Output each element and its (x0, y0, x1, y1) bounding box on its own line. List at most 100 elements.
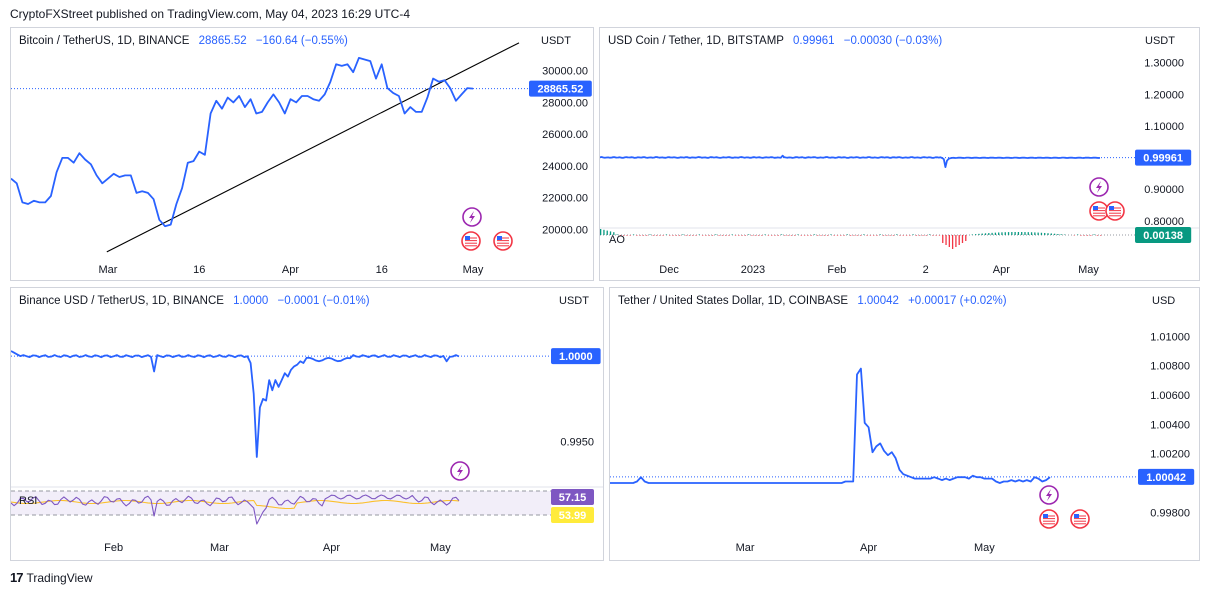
btc-xtick: Apr (282, 264, 299, 276)
usdc-event-icon-bolt (1096, 181, 1102, 193)
usdc-ao-bar (836, 235, 839, 236)
usdt-chart-svg[interactable]: 1.01000 1.00800 1.00600 1.00400 1.00200 0.998… (610, 288, 1200, 561)
usdc-ao-bar (757, 235, 760, 236)
usdc-ao-bar (800, 235, 802, 236)
busd-xtick: Apr (323, 542, 340, 554)
usdc-ao-bar (889, 235, 891, 236)
usdc-ao-bar (761, 235, 763, 236)
usdt-flag-icon-2-canton (1074, 514, 1079, 518)
usdt-change: +0.00017 (+0.02%) (908, 295, 1007, 307)
usdc-ao-bar (784, 235, 786, 236)
tradingview-logo-icon: 17 (10, 570, 24, 585)
btc-xtick: 16 (193, 264, 205, 276)
usdt-symbol-title: Tether / United States Dollar, 1D, COINB… (618, 295, 1007, 307)
usdc-ao-bar (955, 235, 957, 247)
chart-panel-usdc[interactable]: 1.30000 1.20000 1.10000 0.90000 0.80000 Dec 20… (599, 27, 1200, 281)
usdc-ao-bar (695, 235, 697, 236)
usdc-ao-bar (1083, 235, 1085, 236)
usdc-ao-bar (1080, 235, 1082, 236)
usdc-ao-bar (1021, 232, 1023, 235)
usdc-ao-bar (685, 235, 687, 236)
busd-xtick: Feb (104, 542, 123, 554)
btc-symbol: Bitcoin / TetherUS, 1D, BINANCE (19, 35, 190, 47)
busd-event-icon-bolt (457, 465, 463, 477)
usdc-ao-bar (797, 234, 799, 235)
usdc-ao-bar (655, 235, 658, 236)
busd-currency: USDT (559, 295, 589, 307)
btc-price-line (11, 56, 474, 228)
usdc-ao-bar (948, 235, 950, 247)
usdc-ao-bar (646, 235, 648, 236)
usdc-ao-bar (649, 234, 651, 235)
btc-ytick: 26000.00 (542, 129, 588, 141)
usdc-ao-bar (1100, 235, 1102, 236)
usdc-ao-bar (738, 235, 740, 236)
usdc-ao-bar (951, 235, 954, 249)
usdc-ao-bar (734, 235, 737, 236)
usdt-ytick: 1.00800 (1150, 361, 1190, 373)
btc-price-tag-bg (529, 80, 592, 97)
usdt-price-tag: 1.00042 (1146, 472, 1186, 484)
btc-xtick: 16 (376, 264, 388, 276)
usdc-ao-bar (1053, 233, 1056, 235)
usdc-change: −0.00030 (−0.03%) (843, 35, 943, 47)
btc-chart-svg[interactable]: 30000.00 28000.00 26000.00 24000.00 22000.00… (11, 28, 594, 281)
usdc-ao-bar (774, 235, 776, 236)
usdc-ao-bar (672, 235, 674, 236)
btc-flag-icon-1-canton (465, 236, 470, 240)
chart-panel-btc[interactable]: 30000.00 28000.00 26000.00 24000.00 22000.00… (10, 27, 594, 281)
usdc-ao-bar (678, 235, 681, 236)
usdc-ao-bar (886, 235, 888, 236)
btc-ytick: 24000.00 (542, 161, 588, 173)
usdc-ao-bar (876, 235, 878, 236)
usdc-ao-bar (873, 235, 875, 236)
usdc-ao-bar (675, 235, 677, 236)
usdc-ao-bar (846, 234, 849, 235)
usdc-ao-bar (810, 235, 812, 236)
busd-rsi-ma-tag: 53.99 (559, 510, 587, 522)
usdc-ao-bar (915, 235, 918, 236)
busd-rsi-label: RSI (19, 495, 37, 507)
btc-flag-icon-2-canton (497, 236, 502, 240)
usdc-ao-bar (938, 235, 941, 236)
usdc-ao-bar (925, 235, 927, 236)
usdc-ao-bar (748, 234, 750, 235)
tradingview-brand: TradingView (26, 570, 93, 585)
usdc-ytick: 0.90000 (1144, 184, 1184, 196)
btc-last-price: 28865.52 (198, 35, 247, 47)
usdc-flag-icon-1-canton (1093, 206, 1098, 210)
usdc-ytick: 1.20000 (1144, 89, 1184, 101)
usdc-ao-bar (1040, 232, 1043, 235)
usdc-ao-bar (942, 235, 944, 243)
usdc-ao-bar (1030, 232, 1033, 235)
usdc-ao-bar (771, 235, 773, 236)
usdt-price-line (610, 367, 1051, 484)
usdc-ao-bar (1011, 232, 1013, 235)
usdc-ao-bar (629, 235, 631, 236)
chart-panel-usdt[interactable]: 1.01000 1.00800 1.00600 1.00400 1.00200 0.998… (609, 287, 1200, 561)
usdt-xtick: May (974, 542, 995, 554)
usdc-ytick: 0.80000 (1144, 216, 1184, 228)
usdc-ao-bar (1047, 233, 1049, 235)
chart-panel-busd[interactable]: 0.9950 Feb Mar Apr May 1.0000 RSI 57.15 53.99 Bi… (10, 287, 604, 561)
usdc-ao-bar (928, 234, 931, 235)
usdc-ao-bar (652, 235, 654, 236)
usdt-flag-icon-1-canton (1043, 514, 1048, 518)
usdc-ao-tag-bg (1135, 227, 1192, 243)
usdc-last-price: 0.99961 (792, 35, 835, 47)
usdc-ao-bar (659, 235, 661, 236)
usdc-ao-bar (919, 235, 921, 236)
usdc-xtick: Apr (993, 264, 1010, 276)
usdc-ao-bar (998, 232, 1000, 235)
btc-ytick: 28000.00 (542, 97, 588, 109)
usdc-flag-icon-2-canton (1109, 206, 1114, 210)
usdc-ao-bar (1027, 232, 1029, 235)
usdc-ao-bar (823, 235, 825, 236)
usdc-ao-bar (1093, 234, 1095, 235)
busd-chart-svg[interactable]: 0.9950 Feb Mar Apr May 1.0000 RSI 57.15 53.99 (11, 288, 604, 561)
usdc-ao-bar (708, 235, 710, 236)
usdc-ao-bar (1007, 232, 1010, 235)
usdc-ao-bar (767, 235, 770, 236)
busd-rsi-ma-tag-bg (551, 507, 594, 523)
